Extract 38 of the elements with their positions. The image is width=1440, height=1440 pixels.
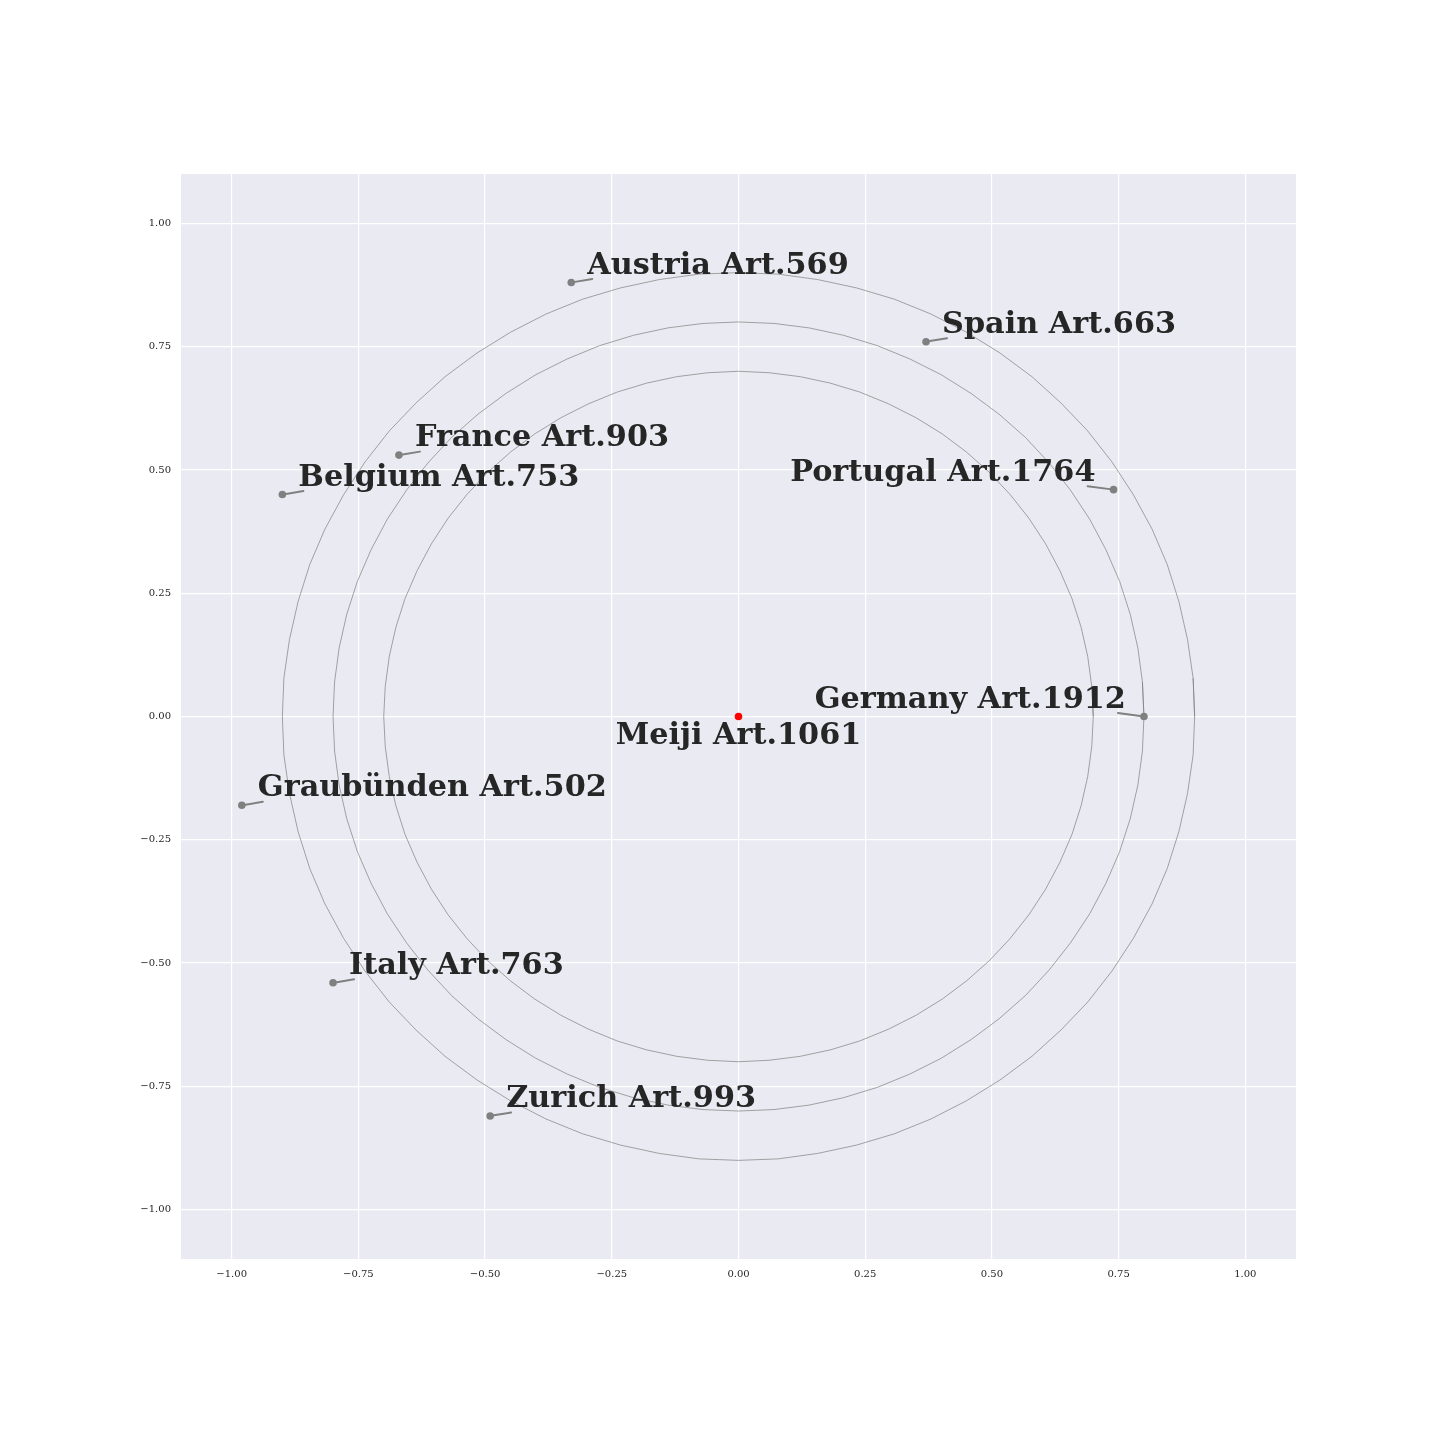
annotation: Italy Art.763	[349, 945, 564, 981]
y-tick-label: −1.00	[140, 1203, 171, 1215]
x-tick-label: −0.75	[343, 1267, 374, 1279]
point	[329, 979, 337, 987]
annotation: France Art.903	[414, 418, 670, 454]
point	[395, 451, 403, 459]
annotation: Graubünden Art.502	[257, 768, 607, 804]
y-tick-label: −0.50	[140, 956, 171, 968]
annotation: Zurich Art.993	[506, 1078, 757, 1114]
y-tick-label: 0.75	[148, 340, 171, 352]
x-tick-label: −0.25	[596, 1267, 628, 1279]
point	[1140, 712, 1148, 721]
y-tick-label: −0.75	[140, 1079, 171, 1091]
y-tick-label: −0.25	[140, 833, 171, 845]
annotation: Germany Art.1912	[814, 680, 1126, 715]
point	[1109, 485, 1118, 494]
x-tick-label: −1.00	[216, 1267, 248, 1279]
annotation: Austria Art.569	[586, 245, 849, 281]
annotation: Belgium Art.753	[298, 457, 580, 493]
annotation: Meiji Art.1061	[615, 715, 862, 751]
point	[922, 337, 930, 346]
point	[567, 278, 576, 287]
annotation: Spain Art.663	[942, 304, 1177, 340]
y-tick-label: 0.00	[148, 710, 171, 722]
x-tick-label: 1.00	[1234, 1267, 1257, 1279]
x-tick-label: 0.25	[854, 1267, 877, 1279]
x-tick-label: 0.00	[727, 1267, 750, 1279]
point	[734, 712, 743, 721]
y-tick-label: 0.25	[148, 586, 171, 598]
point	[278, 490, 287, 499]
x-tick-label: 0.50	[980, 1267, 1004, 1279]
y-tick-label: 1.00	[148, 216, 171, 228]
y-tick-label: 0.50	[148, 463, 171, 475]
x-tick-label: 0.75	[1107, 1267, 1130, 1279]
point	[238, 801, 246, 810]
point	[486, 1112, 494, 1120]
annotation: Portugal Art.1764	[790, 453, 1096, 489]
x-tick-label: −0.50	[469, 1267, 501, 1279]
